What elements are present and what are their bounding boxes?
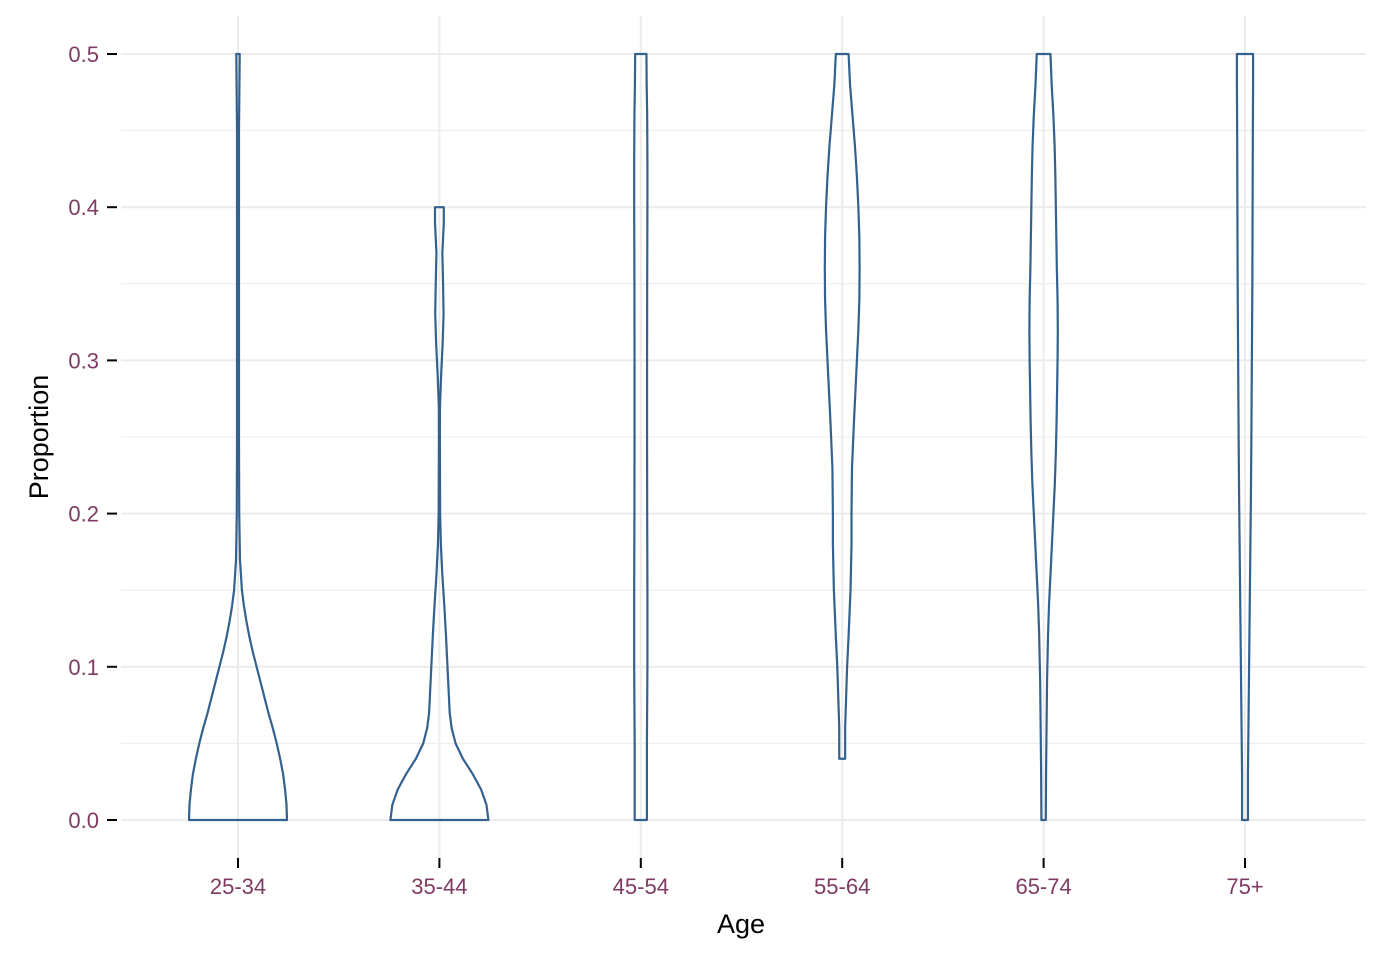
- minor-gridlines: [121, 130, 1366, 744]
- violin-35-44: [389, 206, 490, 822]
- y-tick-label: 0.1: [68, 655, 99, 680]
- x-tick-label: 35-44: [411, 874, 467, 899]
- x-axis: 25-34 35-44 45-54 55-64 65-74 75+: [210, 858, 1264, 899]
- violin-45-54: [633, 52, 649, 822]
- violin-65-74: [1028, 52, 1059, 822]
- y-axis: 0.0 0.1 0.2 0.3 0.4 0.5: [68, 42, 117, 833]
- violin-series: [187, 52, 1255, 822]
- x-axis-title: Age: [717, 909, 765, 939]
- violin-55-64: [823, 52, 861, 760]
- violin-75+: [1235, 52, 1255, 822]
- y-tick-label: 0.4: [68, 195, 99, 220]
- x-tick-label: 45-54: [613, 874, 669, 899]
- y-tick-label: 0.0: [68, 808, 99, 833]
- y-tick-label: 0.3: [68, 348, 99, 373]
- x-tick-label: 65-74: [1015, 874, 1071, 899]
- y-tick-label: 0.2: [68, 502, 99, 527]
- violin-25-34: [187, 52, 289, 822]
- x-tick-label: 75+: [1226, 874, 1263, 899]
- y-axis-title: Proportion: [24, 375, 54, 500]
- x-tick-label: 55-64: [814, 874, 870, 899]
- x-tick-label: 25-34: [210, 874, 266, 899]
- y-tick-label: 0.5: [68, 42, 99, 67]
